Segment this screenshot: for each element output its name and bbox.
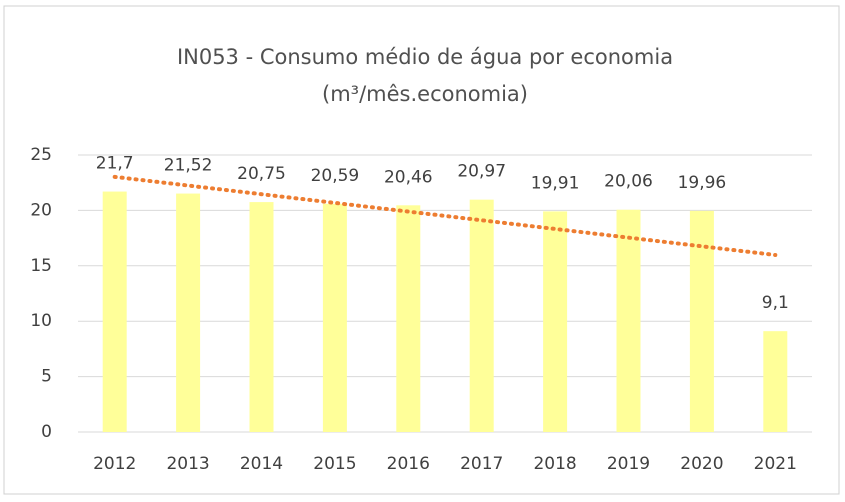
y-tick-label: 10 xyxy=(30,311,52,331)
bar xyxy=(469,199,494,432)
x-tick-label: 2017 xyxy=(460,454,503,474)
x-tick-label: 2014 xyxy=(240,454,283,474)
x-tick-label: 2020 xyxy=(680,454,723,474)
data-label: 20,75 xyxy=(237,164,286,184)
chart-title: IN053 - Consumo médio de água por econom… xyxy=(177,45,673,69)
data-label: 20,06 xyxy=(604,172,653,192)
y-tick-label: 15 xyxy=(30,256,52,276)
data-label: 20,46 xyxy=(384,167,433,187)
bar xyxy=(616,209,641,432)
data-label: 19,96 xyxy=(678,173,727,193)
chart-title: (m³/mês.economia) xyxy=(322,82,528,106)
bar xyxy=(543,211,568,432)
x-tick-label: 2013 xyxy=(166,454,209,474)
bar xyxy=(396,205,421,432)
data-label: 21,7 xyxy=(96,154,134,174)
x-tick-label: 2018 xyxy=(533,454,576,474)
y-tick-label: 25 xyxy=(30,145,52,165)
bar xyxy=(102,191,127,432)
data-label: 21,52 xyxy=(164,156,213,176)
x-tick-label: 2019 xyxy=(607,454,650,474)
bar xyxy=(176,193,201,432)
data-label: 20,59 xyxy=(311,166,360,186)
data-label: 19,91 xyxy=(531,173,580,193)
trendline xyxy=(112,174,778,257)
bar xyxy=(763,331,788,432)
x-tick-label: 2015 xyxy=(313,454,356,474)
bar xyxy=(689,210,714,432)
data-label: 20,97 xyxy=(457,162,506,182)
bar xyxy=(249,202,274,432)
y-tick-label: 0 xyxy=(41,422,52,442)
y-tick-label: 20 xyxy=(30,200,52,220)
x-tick-label: 2021 xyxy=(754,454,797,474)
bar xyxy=(322,203,347,432)
data-label: 9,1 xyxy=(762,293,789,313)
x-tick-label: 2016 xyxy=(387,454,430,474)
x-tick-label: 2012 xyxy=(93,454,136,474)
y-tick-label: 5 xyxy=(41,367,52,387)
